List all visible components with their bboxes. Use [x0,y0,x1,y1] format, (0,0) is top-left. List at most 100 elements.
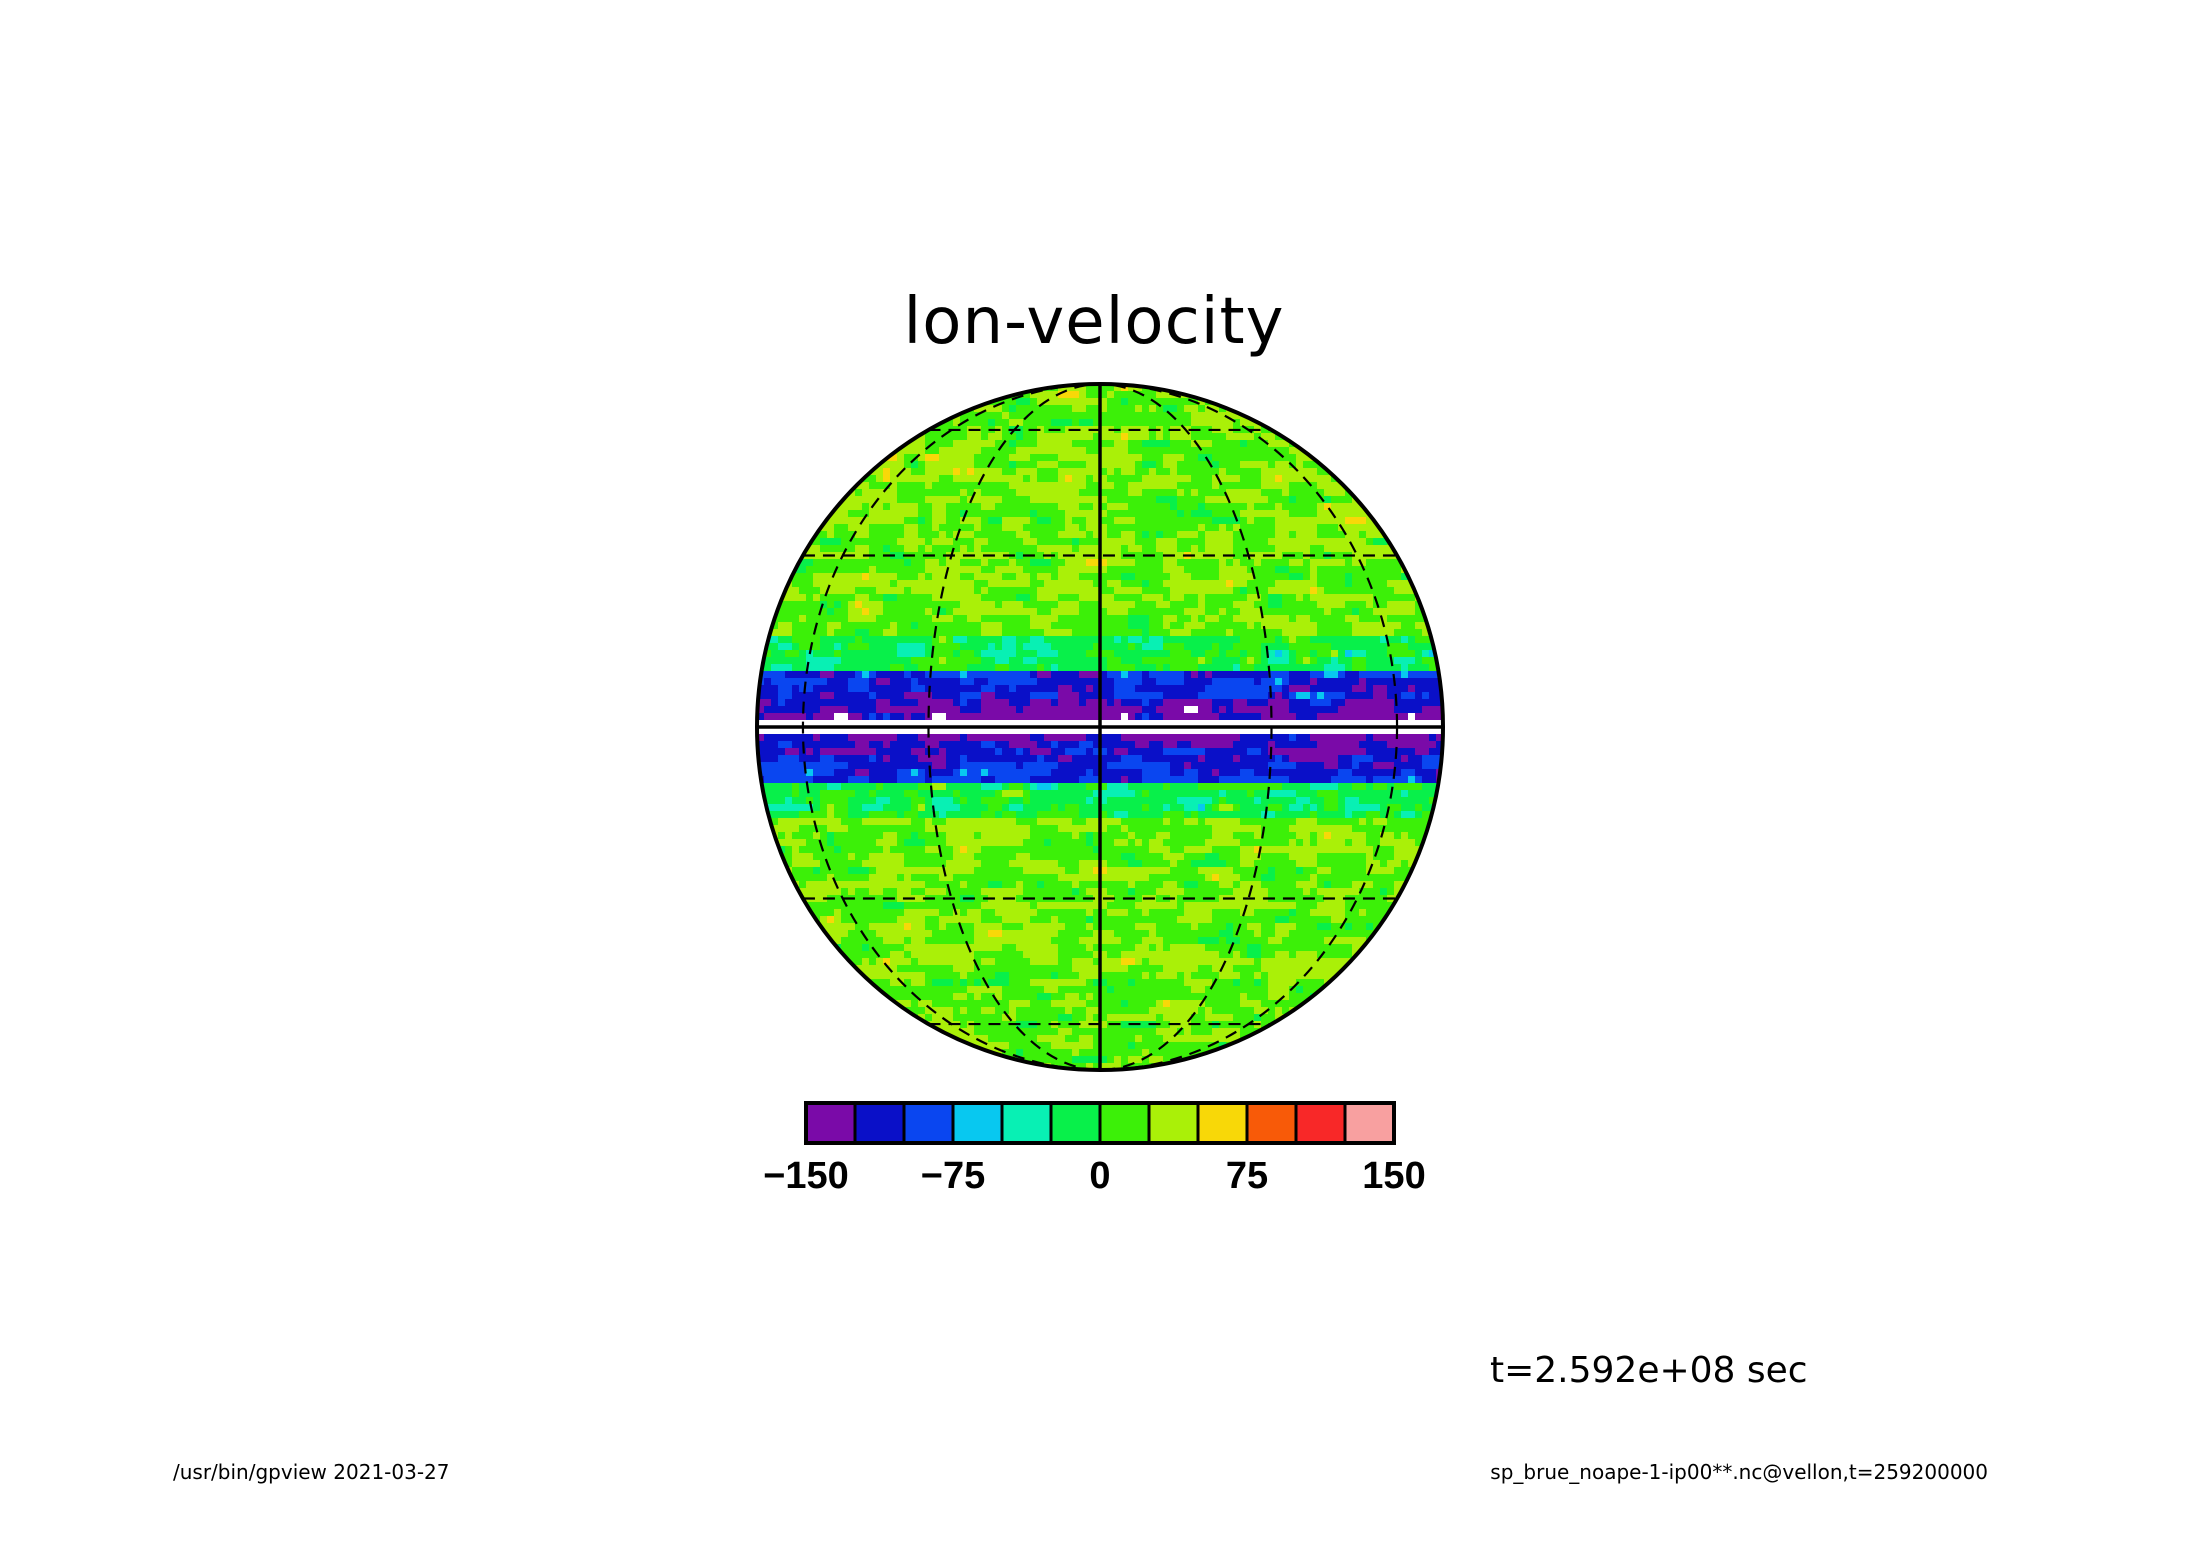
field-cell [1142,468,1150,476]
field-cell [1142,685,1150,693]
field-cell [988,601,996,609]
field-cell [1198,461,1206,469]
field-cell [1009,517,1017,525]
field-cell [974,748,982,756]
field-cell [1401,706,1409,714]
field-cell [1114,412,1122,420]
field-cell [1205,454,1213,462]
field-cell [1198,671,1206,679]
field-cell [1366,741,1374,749]
field-cell [1226,545,1234,553]
field-cell [1037,748,1045,756]
field-cell [981,636,989,644]
field-cell [1079,734,1087,742]
field-cell [1198,447,1206,455]
field-cell [1023,496,1031,504]
field-cell [1352,748,1360,756]
field-cell [904,468,912,476]
field-cell [1163,741,1171,749]
field-cell [1149,510,1157,518]
field-cell [883,461,891,469]
field-cell [1142,412,1150,420]
field-cell [848,650,856,658]
field-cell [1247,734,1255,742]
field-cell [974,692,982,700]
field-cell [1422,636,1430,644]
field-cell [869,636,877,644]
field-cell [1002,776,1010,784]
field-cell [1163,797,1171,805]
field-cell [862,748,870,756]
field-cell [1114,622,1122,630]
field-cell [890,615,898,623]
field-cell [1191,671,1199,679]
field-cell [925,510,933,518]
field-cell [953,643,961,651]
field-cell [1016,622,1024,630]
field-cell [764,706,772,714]
field-cell [1135,433,1143,441]
field-cell [1184,503,1192,511]
field-cell [1072,790,1080,798]
field-cell [1261,510,1269,518]
field-cell [1310,783,1318,791]
field-cell [960,622,968,630]
field-cell [1415,706,1423,714]
field-cell [1044,748,1052,756]
field-cell [820,804,828,812]
field-cell [1289,755,1297,763]
field-cell [1149,755,1157,763]
field-cell [1156,559,1164,567]
field-cell [1296,699,1304,707]
field-cell [1072,622,1080,630]
field-cell [848,804,856,812]
field-cell [939,538,947,546]
field-cell [1023,510,1031,518]
field-cell [1009,671,1017,679]
field-cell [848,699,856,707]
field-cell [1240,783,1248,791]
field-cell [939,699,947,707]
field-cell [897,797,905,805]
field-cell [869,797,877,805]
field-cell [778,720,786,728]
field-cell [848,797,856,805]
field-cell [967,489,975,497]
field-cell [1359,748,1367,756]
field-cell [862,776,870,784]
field-cell [1016,608,1024,616]
field-cell [1044,559,1052,567]
field-cell [1289,545,1297,553]
field-cell [792,552,800,560]
field-cell [981,489,989,497]
field-cell [1261,622,1269,630]
field-cell [995,629,1003,637]
field-cell [834,741,842,749]
field-cell [1212,503,1220,511]
field-cell [1366,762,1374,770]
field-cell [1331,629,1339,637]
field-cell [1135,412,1143,420]
field-cell [1079,489,1087,497]
field-cell [883,601,891,609]
field-cell [1030,797,1038,805]
field-cell [967,482,975,490]
field-cell [960,489,968,497]
field-cell [918,475,926,483]
field-cell [1009,489,1017,497]
field-cell [1296,475,1304,483]
field-cell [890,783,898,791]
field-cell [960,524,968,532]
field-cell [1149,643,1157,651]
field-cell [862,531,870,539]
field-cell [1135,587,1143,595]
field-cell [1387,755,1395,763]
field-cell [946,748,954,756]
field-cell [841,545,849,553]
field-cell [1107,699,1115,707]
field-cell [1058,517,1066,525]
field-cell [1121,447,1129,455]
field-cell [1065,454,1073,462]
field-cell [1247,545,1255,553]
field-cell [1121,713,1129,721]
